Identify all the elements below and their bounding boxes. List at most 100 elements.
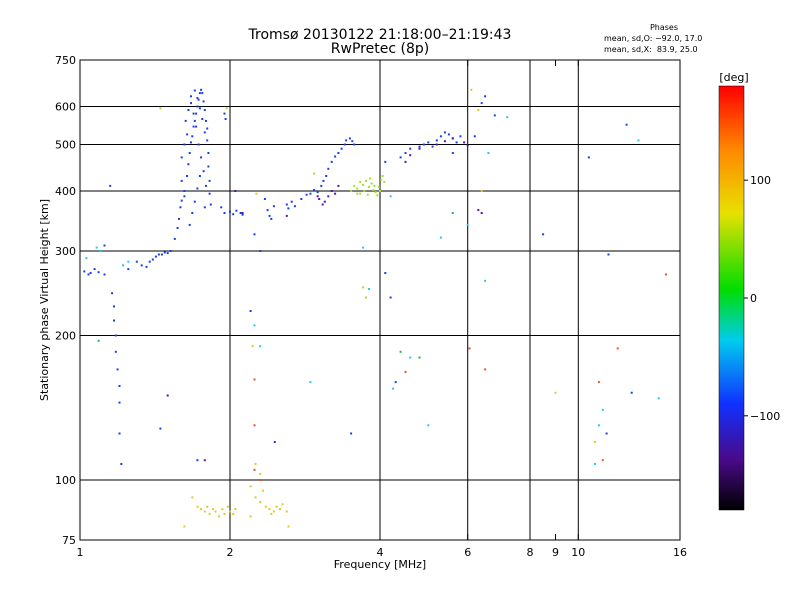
data-point	[206, 127, 209, 130]
data-point	[455, 141, 458, 144]
data-point	[192, 112, 195, 115]
data-point	[259, 472, 262, 475]
data-point	[183, 190, 186, 192]
data-point	[330, 190, 333, 192]
data-point	[373, 184, 376, 187]
data-point	[394, 381, 397, 384]
data-point	[325, 175, 328, 177]
data-point	[118, 401, 121, 404]
data-point	[439, 236, 442, 239]
data-point	[97, 339, 100, 342]
data-point	[287, 525, 290, 528]
data-point	[193, 89, 196, 92]
data-point	[451, 152, 454, 154]
data-point	[183, 143, 186, 146]
data-point	[198, 92, 201, 95]
data-point	[180, 199, 183, 202]
data-point	[259, 479, 262, 481]
data-point	[191, 496, 194, 499]
data-point	[195, 125, 198, 128]
data-point	[163, 251, 166, 254]
data-point	[229, 210, 231, 213]
data-point	[316, 195, 319, 198]
data-point	[196, 187, 199, 190]
data-point	[409, 147, 412, 150]
data-point	[343, 143, 346, 146]
data-point	[484, 95, 487, 98]
x-tick-label: 9	[552, 546, 559, 559]
data-point	[384, 272, 387, 274]
data-point	[399, 350, 402, 353]
data-point	[404, 370, 407, 373]
data-point	[160, 253, 163, 256]
y-axis-title: Stationary phase Virtual Height [km]	[38, 199, 51, 401]
data-point	[345, 139, 348, 142]
data-point	[281, 503, 284, 506]
data-point	[113, 319, 115, 322]
data-point	[313, 189, 316, 191]
data-point	[186, 175, 189, 177]
data-point	[266, 209, 269, 212]
colorbar	[718, 85, 745, 511]
data-point	[439, 135, 442, 138]
data-point	[180, 156, 183, 159]
data-point	[320, 184, 323, 187]
data-point	[367, 288, 370, 290]
phases-stats: Phases mean, sd,O: −92.0, 17.0 mean, sd,…	[604, 22, 724, 55]
data-point	[389, 296, 392, 299]
data-point	[116, 368, 119, 371]
data-point	[601, 459, 604, 462]
phases-x-stats: mean, sd,X: 83.9, 25.0	[604, 45, 698, 54]
data-point	[197, 143, 200, 146]
data-point	[93, 268, 96, 271]
data-point	[597, 424, 600, 427]
data-point	[356, 187, 359, 190]
y-tick-label: 750	[55, 54, 76, 67]
y-tick-label: 500	[55, 139, 76, 152]
data-point	[259, 345, 262, 348]
data-point	[103, 244, 106, 247]
chart-title: Tromsø 20130122 21:18:00–21:19:43	[248, 27, 512, 43]
data-point	[270, 217, 273, 220]
data-point	[318, 198, 321, 200]
data-point	[383, 180, 386, 183]
data-point	[203, 510, 206, 513]
data-point	[203, 459, 206, 462]
data-point	[330, 160, 333, 163]
data-point	[484, 279, 487, 282]
data-point	[159, 107, 162, 110]
data-point	[148, 260, 151, 263]
data-point	[166, 252, 169, 255]
data-point	[359, 180, 362, 183]
data-point	[122, 264, 124, 267]
data-point	[372, 189, 375, 191]
data-point	[409, 356, 412, 359]
data-point	[203, 131, 206, 134]
data-point	[200, 88, 203, 91]
data-point	[188, 223, 191, 226]
data-point	[114, 334, 117, 337]
data-point	[188, 152, 191, 154]
data-point	[187, 163, 190, 166]
x-tick-label: 1	[77, 546, 84, 559]
data-point	[477, 209, 480, 212]
data-point	[459, 135, 462, 138]
data-point	[625, 123, 628, 126]
x-tick-label: 16	[673, 546, 687, 559]
data-point	[493, 114, 496, 117]
data-point	[447, 133, 450, 136]
x-tick-label: 2	[227, 546, 234, 559]
data-point	[178, 217, 180, 220]
data-point	[356, 192, 359, 195]
data-point	[422, 143, 425, 146]
data-point	[166, 394, 169, 397]
data-point	[587, 156, 590, 159]
data-point	[127, 268, 130, 271]
data-point	[198, 107, 201, 110]
data-point	[370, 182, 373, 185]
axis-ticks: 1 2 4 6 8 9 10 16 75 100 200 300 400 500 600 750	[55, 54, 687, 559]
data-point	[468, 347, 471, 350]
data-point	[99, 250, 102, 252]
data-point	[287, 207, 290, 210]
data-point	[187, 109, 190, 111]
